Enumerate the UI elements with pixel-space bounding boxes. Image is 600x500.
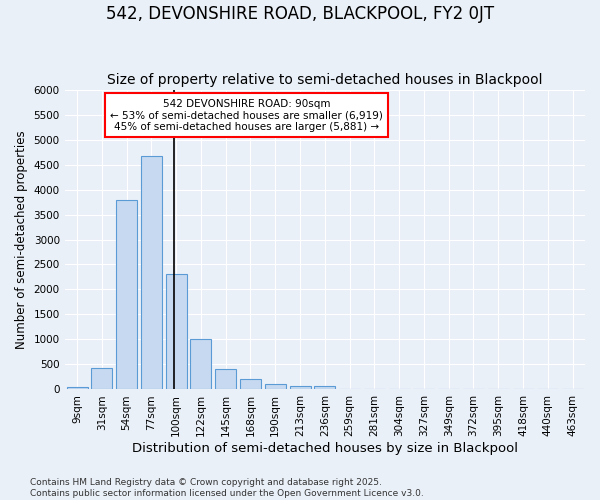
- Text: Contains HM Land Registry data © Crown copyright and database right 2025.
Contai: Contains HM Land Registry data © Crown c…: [30, 478, 424, 498]
- Bar: [265, 384, 286, 390]
- Y-axis label: Number of semi-detached properties: Number of semi-detached properties: [15, 130, 28, 349]
- Bar: [290, 386, 311, 390]
- Bar: [166, 274, 187, 390]
- Bar: [91, 368, 112, 390]
- Title: Size of property relative to semi-detached houses in Blackpool: Size of property relative to semi-detach…: [107, 73, 542, 87]
- Bar: [116, 200, 137, 390]
- Bar: [141, 156, 162, 390]
- Bar: [314, 386, 335, 390]
- Bar: [190, 340, 211, 390]
- X-axis label: Distribution of semi-detached houses by size in Blackpool: Distribution of semi-detached houses by …: [132, 442, 518, 455]
- Bar: [215, 369, 236, 390]
- Text: 542, DEVONSHIRE ROAD, BLACKPOOL, FY2 0JT: 542, DEVONSHIRE ROAD, BLACKPOOL, FY2 0JT: [106, 5, 494, 23]
- Bar: [240, 380, 261, 390]
- Bar: [67, 387, 88, 390]
- Text: 542 DEVONSHIRE ROAD: 90sqm
← 53% of semi-detached houses are smaller (6,919)
45%: 542 DEVONSHIRE ROAD: 90sqm ← 53% of semi…: [110, 98, 383, 132]
